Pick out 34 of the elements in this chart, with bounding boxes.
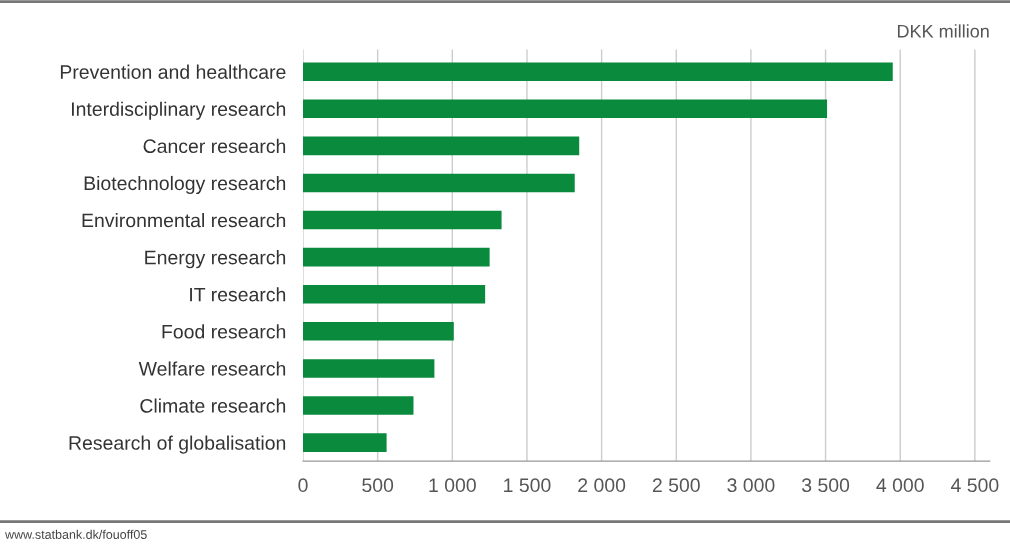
y-tick-label: Research of globalisation [69, 435, 286, 454]
bar [303, 322, 454, 341]
y-tick-label: Biotechnology research [84, 175, 286, 195]
y-tick-label: Climate research [140, 398, 286, 413]
bar [303, 247, 490, 267]
text: www.statbank.dk/fouoff05 [5, 529, 147, 539]
y-tick-label: Cancer research [143, 138, 286, 154]
y-tick-label: Energy research [145, 250, 286, 269]
bar [303, 62, 893, 81]
x-tick-label: 500 [362, 478, 394, 493]
bar [303, 433, 387, 452]
bar [303, 136, 580, 156]
x-tick-label: 2 500 [652, 478, 700, 493]
y-tick-label: Welfare research [138, 361, 286, 376]
x-tick-label: 1 500 [504, 478, 551, 493]
x-tick-label: 4 000 [876, 478, 924, 493]
bar [303, 99, 828, 119]
x-tick-label: 3 000 [727, 478, 775, 493]
bar [303, 284, 486, 304]
y-tick-label: Interdisciplinary research [72, 101, 286, 120]
x-axis-title: DKK million [897, 24, 989, 38]
y-tick-label: Prevention and healthcare [60, 64, 286, 79]
y-tick-label: Food research [162, 324, 286, 339]
x-tick-label: 0 [298, 478, 308, 493]
x-tick-label: 3 500 [801, 478, 850, 493]
bar [303, 359, 435, 378]
y-tick-label: IT research [190, 287, 286, 302]
x-tick-label: 2 000 [578, 478, 626, 493]
bar [303, 173, 575, 193]
x-tick-label: 1 000 [429, 478, 476, 493]
bar [303, 210, 502, 230]
bar [303, 396, 414, 415]
y-tick-label: Environmental research [82, 213, 286, 228]
x-tick-label: 4 500 [950, 478, 999, 493]
